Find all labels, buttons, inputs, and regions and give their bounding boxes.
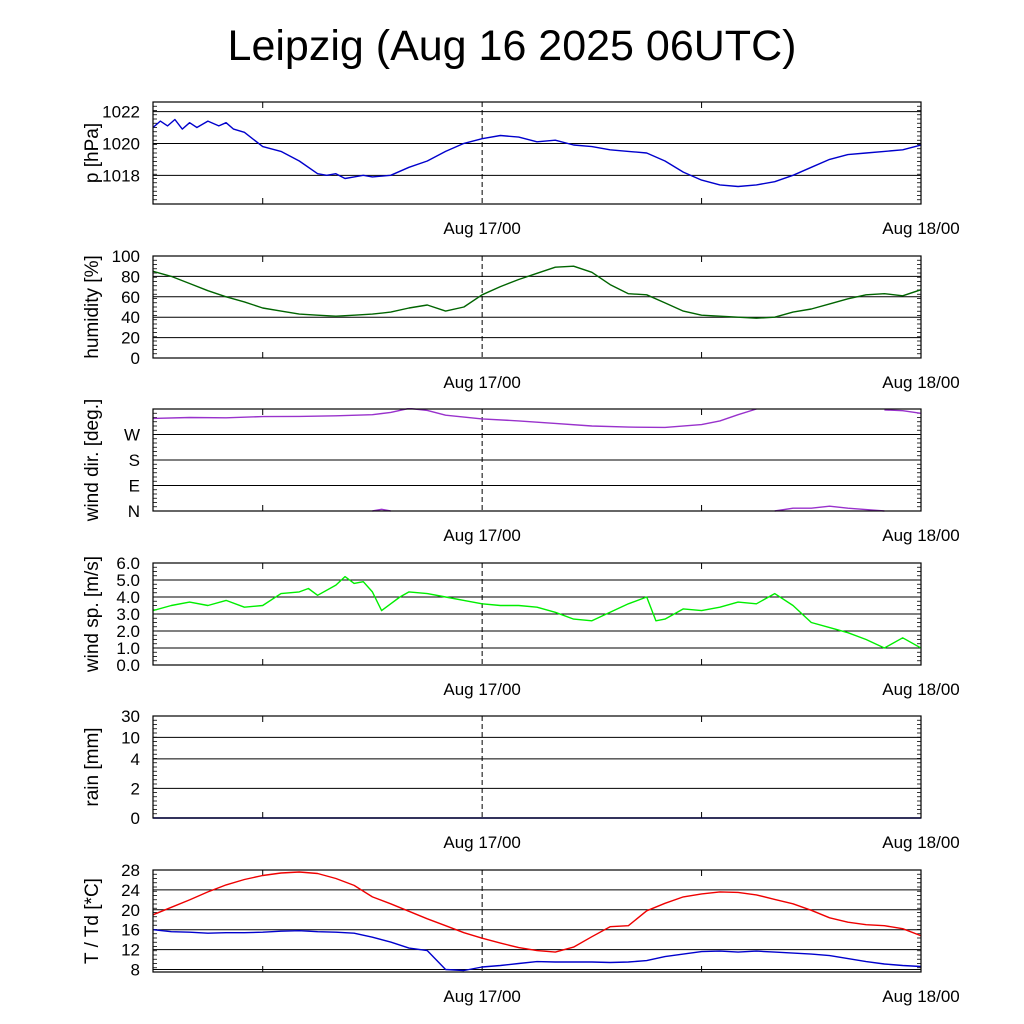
series-line-pressure [153,118,921,188]
y-tick-label: S [129,451,140,470]
x-tick-label: Aug 17/00 [443,680,521,699]
y-tick-label: 4 [131,750,140,769]
y-tick-label: 40 [121,308,140,327]
plot-frame [152,869,922,973]
plot-frame [152,715,922,819]
series-line-wind_direction [774,505,885,512]
y-tick-label: 0 [131,809,140,828]
plot-frame [152,255,922,359]
y-tick-label: 20 [121,329,140,348]
y-tick-label: E [129,477,140,496]
y-tick-label: 8 [131,961,140,980]
x-tick-label: Aug 17/00 [443,526,521,545]
y-tick-label: 3.0 [116,605,140,624]
y-axis-label: T / Td [*C] [82,878,103,964]
y-tick-label: 1022 [102,103,140,122]
plot-frame [152,408,922,512]
y-tick-label: 1018 [102,166,140,185]
y-tick-label: 1.0 [116,639,140,658]
x-tick-label: Aug 18/00 [882,526,960,545]
x-tick-label: Aug 17/00 [443,987,521,1006]
plot-frame [152,101,922,205]
series-line-humidity [153,265,921,319]
y-tick-label: 28 [121,861,140,880]
y-tick-label: 0 [131,349,140,368]
panel-wind_speed: 0.01.02.03.04.05.06.0 wind sp. [m/s] Aug 1… [82,554,960,699]
y-tick-label: 24 [121,881,140,900]
series-line-wind_direction [884,409,921,414]
y-tick-label: 100 [112,247,140,266]
y-tick-label: N [128,502,140,521]
y-tick-label: 6.0 [116,554,140,573]
series-line-temperature [153,871,921,953]
y-axis-label: wind dir. [deg.] [82,399,103,523]
series-line-wind_speed [153,575,921,649]
y-axis-label: p [hPa] [82,123,103,183]
y-axis-label: humidity [%] [82,255,103,358]
x-tick-label: Aug 18/00 [882,219,960,238]
y-tick-label: 2.0 [116,622,140,641]
y-tick-label: 4.0 [116,588,140,607]
x-tick-label: Aug 18/00 [882,680,960,699]
y-tick-label: 5.0 [116,571,140,590]
x-tick-label: Aug 17/00 [443,833,521,852]
y-axis-label: rain [mm] [82,727,103,806]
panel-rain: 0 2 4 10 30 rain [mm] Aug 17/00 Aug 18/00 [82,707,960,852]
chart-title: Leipzig (Aug 16 2025 06UTC) [227,22,797,70]
x-tick-label: Aug 18/00 [882,373,960,392]
plot-frame [152,562,922,666]
x-tick-label: Aug 18/00 [882,833,960,852]
y-tick-label: 2 [131,779,140,798]
y-axis-label: wind sp. [m/s] [82,556,103,673]
x-tick-label: Aug 17/00 [443,219,521,238]
x-tick-label: Aug 17/00 [443,373,521,392]
y-tick-label: 60 [121,288,140,307]
y-tick-label: 1020 [102,134,140,153]
x-tick-label: Aug 18/00 [882,987,960,1006]
y-tick-label: 20 [121,901,140,920]
y-tick-label: 80 [121,267,140,286]
series-line-wind_direction [153,408,757,429]
y-tick-label: 12 [121,941,140,960]
y-tick-label: W [124,426,140,445]
y-tick-label: 30 [121,707,140,726]
y-tick-label: 16 [121,921,140,940]
series-line-temperature [153,929,921,972]
y-tick-label: 0.0 [116,656,140,675]
y-tick-label: 10 [121,728,140,747]
